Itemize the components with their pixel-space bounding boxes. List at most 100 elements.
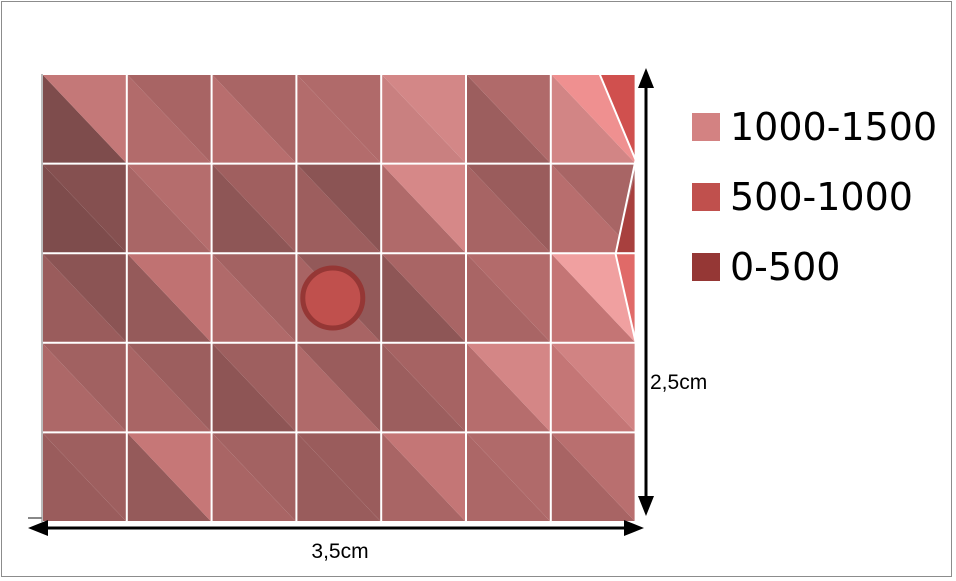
heatmap-cell	[126, 253, 212, 343]
cell-triangle	[126, 74, 212, 164]
cell-triangle	[550, 342, 636, 433]
cell-triangle	[211, 74, 297, 164]
grid-lines	[41, 73, 637, 523]
cell-triangle	[466, 253, 551, 343]
cell-triangle	[466, 163, 551, 254]
heatmap-cell	[381, 432, 466, 522]
heatmap-cell	[381, 163, 466, 254]
heatmap-cell	[42, 432, 127, 522]
cell-triangle	[211, 432, 297, 522]
heatmap-cell	[466, 432, 551, 522]
cell-triangle	[466, 74, 551, 164]
cell-triangle	[126, 253, 212, 343]
cell-triangle	[126, 432, 212, 522]
cell-triangle	[42, 74, 127, 164]
cell-triangle	[550, 163, 636, 254]
heatmap-cell	[296, 342, 382, 433]
cell-triangle	[466, 342, 551, 433]
cell-triangle	[296, 74, 382, 164]
legend-swatch-500-1000	[692, 183, 720, 211]
cell-triangle	[42, 253, 127, 343]
cell-triangle	[381, 342, 466, 433]
cell-triangle	[381, 253, 466, 343]
cell-triangle	[211, 342, 297, 433]
heatmap-cell	[42, 253, 127, 343]
cell-triangle	[381, 342, 466, 433]
heatmap-cell	[42, 163, 127, 254]
cell-triangle	[550, 74, 636, 164]
cell-triangle	[550, 432, 636, 522]
legend-label-500-1000: 500-1000	[730, 175, 913, 219]
marker-circle	[300, 265, 366, 331]
heatmap-cell	[211, 432, 297, 522]
grid-line	[598, 73, 637, 343]
heatmap-cell	[381, 74, 466, 164]
heatmap-cell	[211, 253, 297, 343]
height-dimension	[638, 68, 654, 516]
heatmap-cell	[211, 74, 297, 164]
heatmap-cell	[296, 74, 382, 164]
heatmap-grid	[41, 73, 637, 523]
cell-triangle	[466, 253, 551, 343]
cell-triangle	[211, 432, 297, 522]
cell-triangle	[381, 253, 466, 343]
cell-triangle	[126, 342, 212, 433]
width-dimension	[28, 517, 644, 536]
cell-triangle	[466, 163, 551, 254]
cell-triangle	[381, 432, 466, 522]
heatmap-cell	[126, 432, 212, 522]
cell-triangle	[42, 432, 127, 522]
heatmap-cell	[296, 432, 382, 522]
heatmap-cell	[550, 253, 636, 343]
cell-triangle	[466, 432, 551, 522]
cell-triangle	[211, 342, 297, 433]
heatmap-cell	[42, 342, 127, 433]
cell-triangle	[550, 432, 636, 522]
cell-triangle	[296, 432, 382, 522]
legend: 1000-1500 500-1000 0-500	[692, 105, 937, 289]
width-label: 3,5cm	[311, 540, 368, 563]
cell-triangle	[211, 163, 297, 254]
cell-triangle	[211, 253, 297, 343]
heatmap-cell	[381, 342, 466, 433]
heatmap-cell	[126, 163, 212, 254]
cell-triangle	[42, 342, 127, 433]
heatmap-cell	[42, 74, 127, 164]
cell-triangle	[42, 342, 127, 433]
heatmap-cell	[466, 342, 551, 433]
cell-triangle	[466, 342, 551, 433]
heatmap-cell	[466, 253, 551, 343]
cell-triangle	[296, 342, 382, 433]
heatmap-cell	[466, 163, 551, 254]
heatmap-cell	[126, 74, 212, 164]
cell-triangle	[42, 163, 127, 254]
legend-label-1000-1500: 1000-1500	[730, 105, 937, 149]
cell-triangle	[296, 74, 382, 164]
legend-swatch-1000-1500	[692, 113, 720, 141]
cell-triangle	[126, 74, 212, 164]
cell-triangle	[296, 253, 382, 343]
heatmap-cell	[550, 342, 636, 433]
cell-triangle	[550, 163, 636, 254]
heatmap-cell	[211, 163, 297, 254]
heatmap-cell	[211, 342, 297, 433]
cell-triangle	[126, 163, 212, 254]
heatmap-cell	[296, 163, 382, 254]
cell-triangle	[381, 432, 466, 522]
legend-swatch-0-500	[692, 253, 720, 281]
height-label: 2,5cm	[650, 371, 707, 394]
heatmap-cell	[550, 163, 636, 254]
cell-triangle	[381, 163, 466, 254]
cell-triangle	[381, 163, 466, 254]
legend-label-0-500: 0-500	[730, 245, 840, 289]
marker-layer	[300, 265, 366, 331]
cell-triangle	[211, 163, 297, 254]
cell-triangle	[550, 342, 636, 433]
cell-triangle	[466, 432, 551, 522]
cell-triangle	[296, 163, 382, 254]
heatmap-cell	[466, 74, 551, 164]
heatmap-cell	[550, 432, 636, 522]
cell-triangle	[550, 253, 636, 343]
